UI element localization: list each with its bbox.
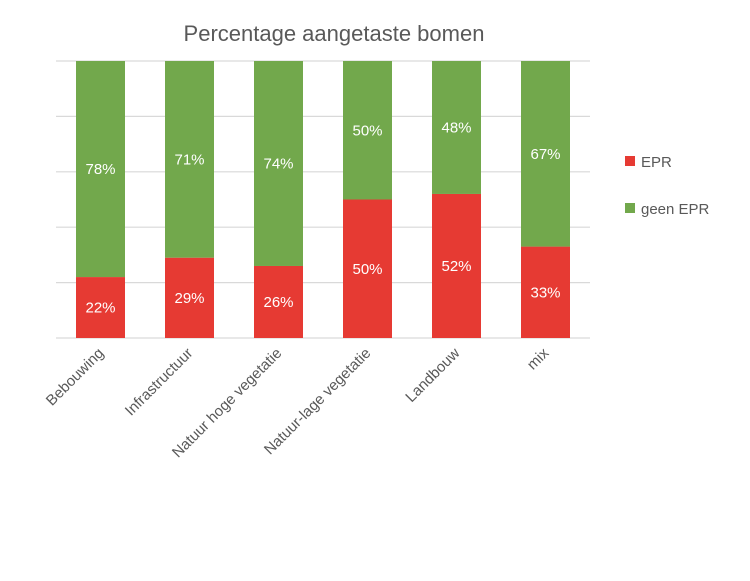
data-label: 33% — [530, 284, 560, 301]
bar-segment-geen-epr — [254, 61, 303, 266]
category-label: mix — [524, 344, 553, 373]
bar-segment-geen-epr — [76, 61, 125, 278]
category-label: Infrastructuur — [122, 345, 197, 420]
bar-segment-epr — [521, 246, 570, 338]
data-label: 22% — [85, 300, 115, 317]
data-label: 48% — [441, 119, 471, 136]
data-label: 52% — [441, 258, 471, 275]
legend: EPR geen EPR — [625, 154, 710, 218]
legend-swatch — [625, 156, 635, 166]
data-label: 74% — [263, 155, 293, 172]
bar-segment-epr — [165, 257, 214, 338]
bar-segment-epr — [76, 277, 125, 338]
data-label: 78% — [85, 161, 115, 178]
bar-segment-epr — [432, 193, 481, 338]
data-label: 26% — [263, 294, 293, 311]
data-label: 67% — [530, 146, 560, 163]
data-label: 50% — [352, 261, 382, 278]
data-label: 71% — [174, 151, 204, 168]
gridlines — [56, 60, 590, 339]
bar-segment-geen-epr — [432, 61, 481, 194]
category-label: Bebouwing — [43, 345, 108, 410]
chart-title: Percentage aangetaste bomen — [184, 21, 485, 46]
bar-segment-epr — [343, 199, 392, 338]
data-label: 50% — [352, 122, 382, 139]
data-label: 29% — [174, 290, 204, 307]
bar-segment-epr — [254, 265, 303, 338]
legend-label: geen EPR — [641, 201, 710, 218]
bars: 22% 78% 29% 71% 26% 74% 50% 50% 52% 48% 33% 67% — [76, 61, 570, 338]
legend-swatch — [625, 203, 635, 213]
category-label: Landbouw — [402, 345, 463, 406]
bar-segment-geen-epr — [521, 61, 570, 247]
legend-label: EPR — [641, 154, 672, 171]
bar-segment-geen-epr — [165, 61, 214, 258]
bar-segment-geen-epr — [343, 61, 392, 200]
